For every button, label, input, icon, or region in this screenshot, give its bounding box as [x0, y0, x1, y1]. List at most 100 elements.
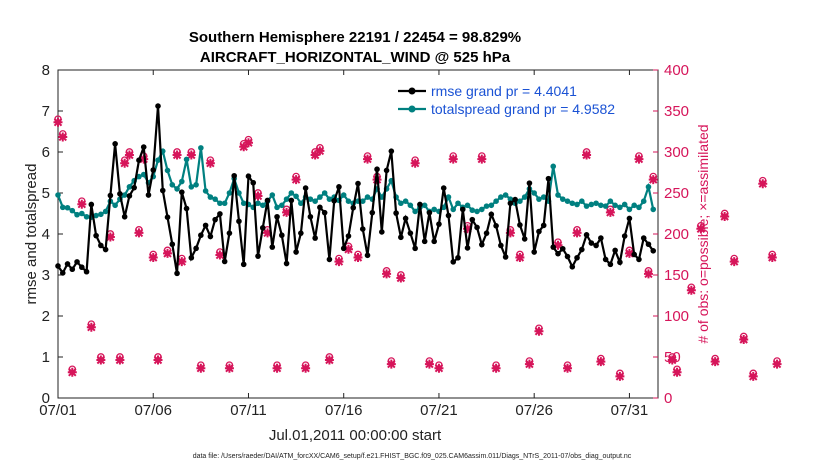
legend-totalspread-label: totalspread grand pr = 4.9582	[431, 101, 615, 117]
rmse-point	[612, 247, 618, 254]
totalspread-point	[226, 190, 233, 196]
totalspread-point	[559, 196, 566, 202]
rmse-point	[140, 144, 147, 150]
assimilated-obs-point	[605, 207, 615, 217]
totalspread-point	[650, 206, 657, 213]
rmse-point	[145, 192, 152, 198]
assimilated-obs-point	[163, 248, 173, 258]
rmse-point	[359, 226, 366, 232]
rmse-point	[236, 218, 242, 225]
assimilated-obs-point	[243, 138, 253, 148]
assimilated-obs-star	[648, 175, 658, 185]
rmse-point	[502, 254, 509, 260]
assimilated-obs-point	[177, 257, 187, 267]
rmse-point	[488, 211, 495, 218]
assimilated-obs-star	[334, 257, 344, 267]
totalspread-point	[236, 190, 242, 196]
totalspread-point	[450, 206, 457, 213]
y-right-tick-label: 300	[664, 144, 689, 161]
rmse-point	[131, 184, 137, 191]
assimilated-obs-star	[382, 269, 392, 279]
assimilated-obs-star	[139, 154, 149, 164]
data-file-footnote: data file: /Users/raeder/DAI/ATM_forcXX/…	[193, 453, 632, 460]
totalspread-point	[269, 192, 276, 198]
assimilated-obs-point	[263, 228, 273, 238]
assimilated-obs-star	[729, 257, 739, 267]
assimilated-obs-star	[767, 253, 777, 262]
assimilated-obs-point	[310, 150, 320, 160]
totalspread-point	[364, 194, 371, 200]
assimilated-obs-star	[720, 212, 730, 221]
assimilated-obs-point	[643, 269, 653, 279]
totalspread-point	[555, 192, 561, 198]
totalspread-point	[198, 145, 204, 151]
rmse-point	[312, 235, 318, 241]
assimilated-obs-star	[505, 228, 515, 238]
assimilated-obs-star	[772, 359, 782, 369]
assimilated-obs-point	[315, 146, 325, 156]
totalspread-point	[474, 208, 480, 215]
assimilated-obs-star	[105, 232, 115, 242]
assimilated-obs-star	[710, 357, 720, 367]
rmse-point	[493, 223, 499, 229]
assimilated-obs-star	[215, 250, 225, 260]
assimilated-obs-star	[410, 158, 420, 168]
totalspread-point	[407, 202, 414, 209]
assimilated-obs-star	[291, 175, 301, 185]
assimilated-obs-star	[243, 138, 253, 148]
rmse-point	[274, 213, 280, 220]
totalspread-point	[398, 200, 404, 207]
totalspread-point	[607, 198, 614, 204]
y-tick-label: 8	[42, 62, 50, 79]
legend-totalspread-marker	[408, 105, 416, 113]
rmse-point	[398, 234, 404, 241]
assimilated-obs-star	[315, 146, 325, 156]
rmse-point	[650, 248, 657, 254]
totalspread-point	[631, 202, 637, 209]
totalspread-point	[83, 213, 90, 220]
assimilated-obs-point	[215, 250, 225, 260]
totalspread-point	[79, 210, 85, 217]
totalspread-point	[274, 204, 280, 211]
rmse-point	[498, 242, 504, 249]
assimilated-obs-point	[553, 240, 563, 250]
totalspread-point	[259, 202, 266, 209]
assimilated-obs-point	[120, 158, 130, 168]
assimilated-obs-star	[596, 357, 606, 367]
rmse-point	[621, 233, 628, 239]
y-tick-label: 0	[42, 390, 50, 407]
totalspread-point	[121, 192, 128, 198]
assimilated-obs-star	[67, 367, 77, 377]
assimilated-obs-star	[324, 355, 334, 365]
y-right-tick-label: 150	[664, 267, 689, 284]
totalspread-point	[69, 207, 76, 214]
assimilated-obs-star	[624, 248, 634, 258]
totalspread-point	[445, 194, 452, 200]
y-tick-label: 6	[42, 144, 50, 161]
rmse-point	[174, 270, 180, 277]
totalspread-point	[579, 198, 585, 204]
assimilated-obs-star	[572, 228, 582, 238]
totalspread-point	[602, 203, 609, 209]
x-tick-label: 07/11	[230, 402, 266, 419]
assimilated-obs-point	[382, 269, 392, 279]
rmse-point	[421, 238, 428, 245]
totalspread-point	[583, 203, 590, 209]
x-tick-label: 07/31	[611, 402, 649, 419]
rmse-point	[269, 244, 276, 250]
rmse-point	[531, 249, 537, 255]
assimilated-obs-star	[739, 335, 749, 344]
assimilated-obs-star	[563, 363, 573, 373]
assimilated-obs-point	[86, 322, 96, 332]
rmse-point	[440, 185, 447, 191]
y-right-tick-label: 250	[664, 185, 689, 202]
assimilated-obs-star	[196, 363, 206, 373]
totalspread-point	[550, 163, 557, 170]
rmse-point	[569, 264, 576, 270]
assimilated-obs-point	[491, 363, 501, 373]
rmse-point	[317, 204, 323, 211]
totalspread-point	[188, 184, 195, 190]
rmse-point	[436, 221, 442, 227]
rmse-point	[459, 206, 466, 213]
rmse-point	[150, 167, 157, 173]
